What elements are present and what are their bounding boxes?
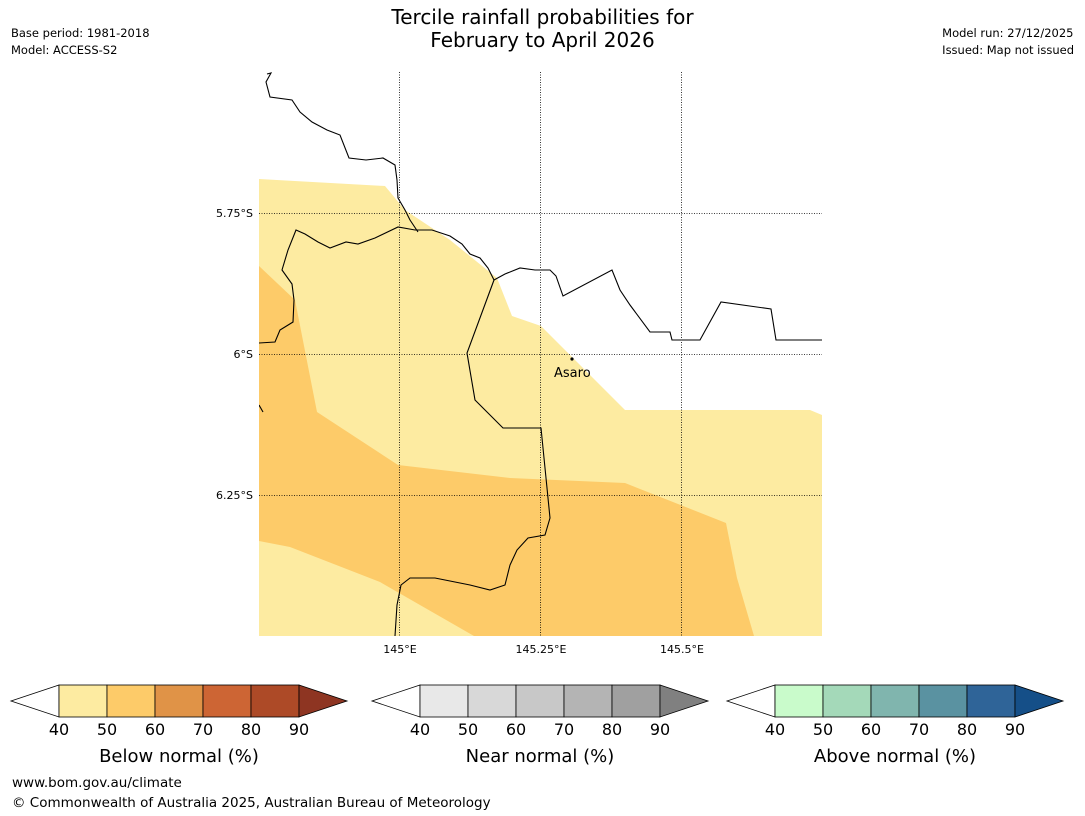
map-title-line1: Tercile rainfall probabilities for: [391, 5, 694, 29]
legend-color-segment: [563, 684, 613, 718]
model-name: Model: ACCESS-S2: [11, 43, 118, 57]
legend-color-segment: [419, 684, 469, 718]
legend-color-segment: [774, 684, 824, 718]
legend-under-triangle: [9, 684, 60, 718]
issued-status: Issued: Map not issued: [942, 43, 1074, 57]
lon-label: 145.25°E: [516, 643, 567, 656]
coastline: [259, 226, 822, 344]
base-period: Base period: 1981-2018: [11, 26, 150, 40]
legend-tick-label: 90: [1005, 720, 1025, 739]
legend-under-triangle: [725, 684, 776, 718]
graticule: [259, 72, 822, 636]
lat-label: 5.75°S: [216, 207, 253, 220]
footer-url[interactable]: www.bom.gov.au/climate: [12, 775, 182, 791]
legend-tick-label: 60: [506, 720, 526, 739]
legend-color-segment: [966, 684, 1016, 718]
legend-tick-label: 40: [765, 720, 785, 739]
legend-tick-label: 60: [861, 720, 881, 739]
legend-tick-label: 60: [145, 720, 165, 739]
lat-label: 6.25°S: [216, 489, 253, 502]
lat-label: 6°S: [234, 348, 253, 361]
legend-color-segment: [870, 684, 920, 718]
legend-tick-label: 80: [957, 720, 977, 739]
legend-tick-label: 40: [49, 720, 69, 739]
legend-tick-label: 70: [909, 720, 929, 739]
legend-over-triangle: [1014, 684, 1065, 718]
footer-copyright: © Commonwealth of Australia 2025, Austra…: [12, 795, 491, 811]
legend-title: Below normal (%): [99, 746, 259, 767]
model-run: Model run: 27/12/2025: [942, 26, 1074, 40]
lon-label: 145.5°E: [660, 643, 704, 656]
legend-color-segment: [250, 684, 300, 718]
legend-color-segment: [467, 684, 517, 718]
legend-under-triangle: [370, 684, 421, 718]
legend-over-triangle: [298, 684, 349, 718]
map-title-line2: February to April 2026: [430, 28, 655, 52]
place-label: Asaro: [554, 366, 591, 381]
legend-tick-label: 50: [97, 720, 117, 739]
legend-over-triangle: [659, 684, 710, 718]
coastline-fragment: [259, 404, 264, 413]
legend-below-normal: 40 50 60 70 80 90 Below normal (%): [9, 684, 349, 767]
meta-right: Model run: 27/12/2025 Issued: Map not is…: [942, 25, 1074, 59]
map-title: Tercile rainfall probabilities for Febru…: [0, 6, 1085, 52]
place-marker: [570, 357, 574, 361]
legend-title: Near normal (%): [466, 746, 615, 767]
legend-color-segment: [202, 684, 252, 718]
legend-above-normal: 40 50 60 70 80 90 Above normal (%): [725, 684, 1065, 767]
legend-near-normal: 40 50 60 70 80 90 Near normal (%): [370, 684, 710, 767]
legend-color-segment: [918, 684, 968, 718]
legend-tick-label: 90: [650, 720, 670, 739]
legend-color-segment: [154, 684, 204, 718]
legend-tick-label: 80: [241, 720, 261, 739]
legend-color-segment: [822, 684, 872, 718]
legend-color-segment: [515, 684, 565, 718]
lon-label: 145°E: [383, 643, 416, 656]
legend-tick-label: 50: [458, 720, 478, 739]
legend-tick-label: 50: [813, 720, 833, 739]
legend-tick-label: 90: [289, 720, 309, 739]
footer: www.bom.gov.au/climate © Commonwealth of…: [12, 773, 491, 813]
legend-tick-label: 40: [410, 720, 430, 739]
legend-title: Above normal (%): [814, 746, 976, 767]
legend-tick-label: 70: [554, 720, 574, 739]
legend-color-segment: [611, 684, 661, 718]
legend-tick-label: 80: [602, 720, 622, 739]
province-boundary: [394, 279, 551, 636]
meta-left: Base period: 1981-2018 Model: ACCESS-S2: [11, 25, 150, 59]
legend-color-segment: [106, 684, 156, 718]
prob-region-50-60: [259, 266, 754, 636]
legend-color-segment: [58, 684, 108, 718]
legend-tick-label: 70: [193, 720, 213, 739]
